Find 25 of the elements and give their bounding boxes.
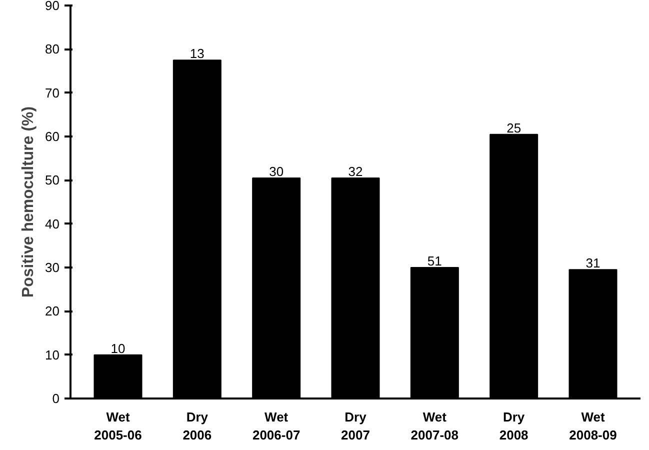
annotation: 10 xyxy=(110,340,126,356)
annotation: 31 xyxy=(586,256,600,271)
y-tick-label: 60 xyxy=(45,129,60,144)
annotation: 30 xyxy=(269,164,284,179)
annotation: 32 xyxy=(348,164,363,179)
y-tick-label: 80 xyxy=(45,42,60,57)
x-tick-label: Dry 2008 xyxy=(499,410,528,442)
x-tick-label: Wet 2007-08 xyxy=(410,410,459,442)
y-axis-title: Positive hemoculture (%) xyxy=(20,106,38,298)
x-tick-label: Wet 2006-07 xyxy=(252,410,300,442)
x-tick-label: Dry 2007 xyxy=(341,410,370,442)
annotation: 13 xyxy=(190,46,204,62)
annotation: 51 xyxy=(427,254,442,268)
y-tick-label: 20 xyxy=(45,304,60,319)
y-tick-label: 50 xyxy=(45,172,60,188)
x-tick-label: Wet 2005-06 xyxy=(94,410,142,442)
annotation: 25 xyxy=(506,120,522,136)
x-tick-label: Dry 2006 xyxy=(182,410,212,442)
x-tick-label: Wet 2008-09 xyxy=(569,410,617,442)
y-tick-label: 70 xyxy=(45,85,60,100)
y-tick-label: 40 xyxy=(45,216,60,232)
y-tick-label: 10 xyxy=(45,347,60,362)
y-tick-label: 0 xyxy=(52,391,60,406)
y-tick-label: 30 xyxy=(45,260,60,275)
y-tick-label: 90 xyxy=(45,0,60,13)
